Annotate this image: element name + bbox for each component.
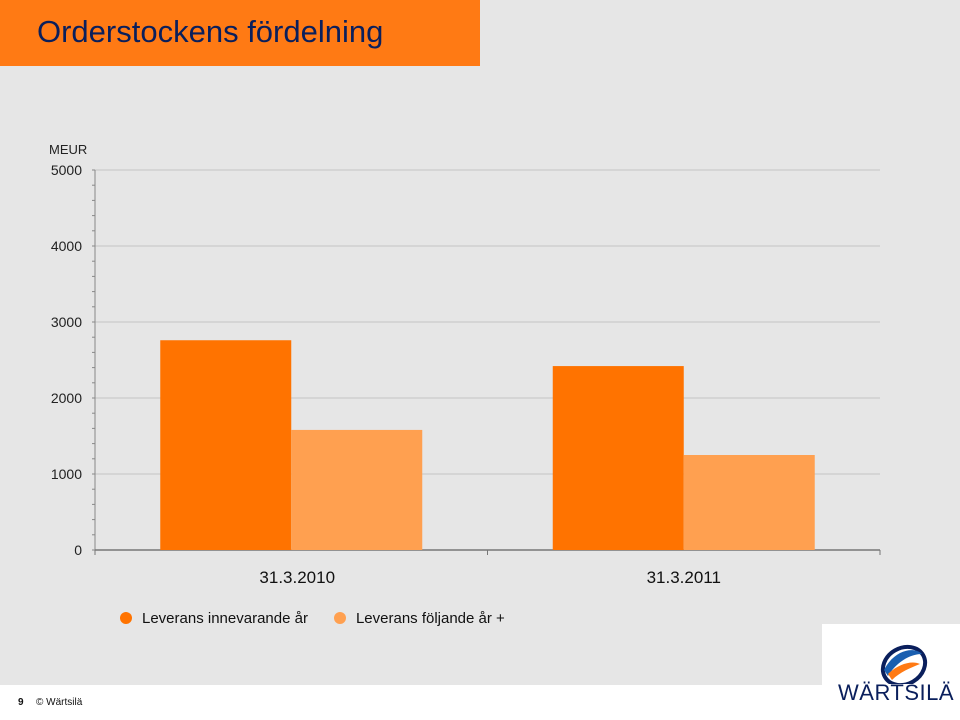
wartsila-logo: WÄRTSILÄ: [822, 624, 960, 720]
bar: [160, 340, 292, 550]
bar: [683, 455, 815, 550]
legend-marker-series-1: [120, 612, 132, 624]
wartsila-logo-icon: [880, 644, 928, 684]
y-axis-unit-label: MEUR: [49, 142, 88, 157]
legend-label-series-1: Leverans innevarande år: [142, 609, 308, 627]
y-tick-label: 0: [74, 542, 82, 558]
legend-marker-series-2: [333, 612, 346, 624]
y-tick-label: 4000: [51, 238, 82, 254]
bar: [552, 366, 684, 550]
legend-label-series-2: Leverans följande år +: [355, 609, 505, 627]
bar: [291, 429, 423, 550]
chart-legend: Leverans innevarande år Leverans följand…: [120, 607, 531, 629]
legend-item-series-1: Leverans innevarande år: [120, 610, 308, 627]
footer-bar: [0, 685, 960, 720]
legend-item-series-2: Leverans följande år +: [333, 609, 505, 627]
copyright-text: © Wärtsilä: [36, 697, 83, 708]
title-bar: Orderstockens fördelning: [0, 0, 480, 66]
bar-chart: 0 1000 2000 3000 4000 5000 31.3.2010 31.3.2011: [51, 162, 881, 587]
y-tick-label: 5000: [51, 162, 82, 178]
logo-wordmark: WÄRTSILÄ: [838, 680, 955, 705]
y-tick-label: 3000: [51, 314, 82, 330]
y-tick-label: 2000: [51, 390, 82, 406]
slide-title: Orderstockens fördelning: [37, 14, 384, 49]
page-number: 9: [18, 697, 24, 708]
x-tick-label: 31.3.2010: [259, 568, 335, 587]
x-tick-label: 31.3.2011: [647, 568, 721, 587]
y-tick-label: 1000: [51, 466, 82, 482]
